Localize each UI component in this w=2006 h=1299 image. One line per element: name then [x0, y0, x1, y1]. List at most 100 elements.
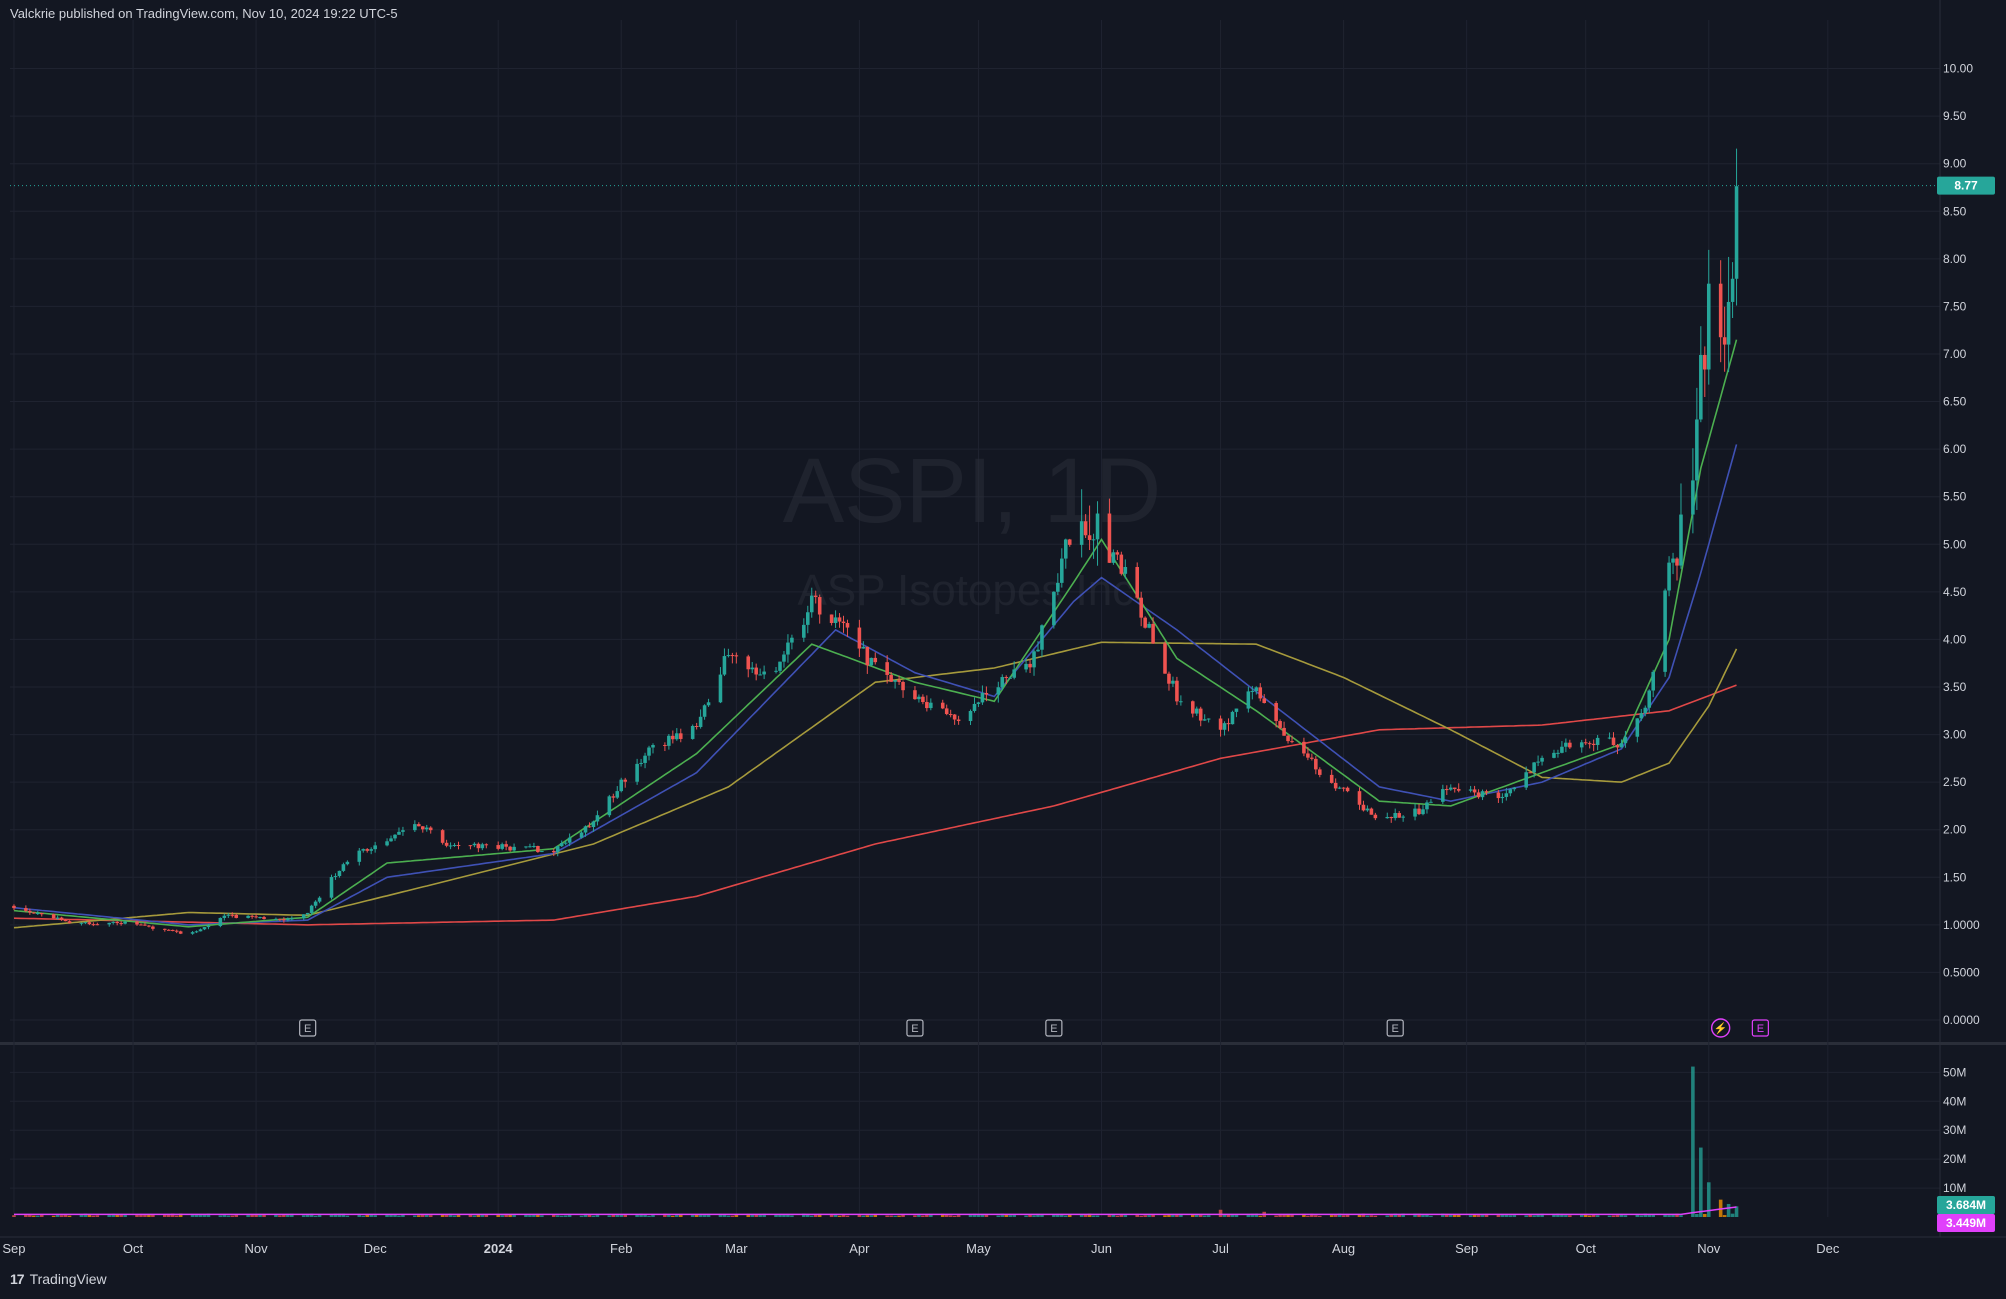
volume-bar: [178, 1213, 183, 1217]
volume-bar: [1202, 1215, 1207, 1217]
volume-bar: [59, 1215, 64, 1217]
volume-bar: [1171, 1214, 1175, 1217]
candle-body: [528, 846, 532, 848]
candle-body: [119, 923, 123, 925]
candle-body: [678, 733, 683, 739]
time-tick-label: Nov: [245, 1241, 269, 1256]
time-tick-label: Oct: [1576, 1241, 1597, 1256]
volume-bar: [24, 1214, 28, 1217]
candle-body: [1651, 671, 1655, 691]
volume-bar: [1052, 1214, 1056, 1217]
volume-bar: [671, 1215, 675, 1217]
volume-bar: [1734, 1206, 1739, 1217]
volume-bar: [1175, 1214, 1179, 1217]
volume-bar: [1167, 1214, 1171, 1217]
volume-tick-label: 20M: [1943, 1152, 1966, 1166]
candle-body: [345, 861, 350, 865]
candle-body: [468, 845, 473, 847]
time-tick-label: Jul: [1212, 1241, 1229, 1256]
volume-bar: [440, 1214, 445, 1217]
candle-body: [1318, 769, 1322, 775]
volume-bar: [67, 1215, 72, 1217]
volume-bar: [980, 1214, 985, 1217]
candle-body: [925, 702, 929, 709]
candle-body: [123, 921, 127, 924]
candle-body: [1552, 752, 1556, 758]
candle-body: [250, 915, 254, 917]
candle-body: [885, 662, 889, 675]
brand-name: TradingView: [29, 1271, 107, 1287]
candle-body: [55, 917, 60, 919]
volume-bar: [1004, 1214, 1009, 1217]
candle-body: [833, 617, 838, 624]
volume-bar: [865, 1215, 870, 1217]
volume-bar: [1560, 1213, 1564, 1217]
earnings-marker-label: E: [1050, 1023, 1057, 1035]
volume-tick-label: 30M: [1943, 1123, 1966, 1137]
candle-body: [1230, 711, 1235, 725]
volume-bar: [1107, 1215, 1112, 1217]
volume-tick-label: 50M: [1943, 1065, 1966, 1079]
time-tick-label: Dec: [1816, 1241, 1840, 1256]
candle-body: [921, 696, 925, 703]
volume-bar: [1036, 1213, 1040, 1217]
volume-bar: [345, 1215, 350, 1217]
candle-body: [496, 845, 500, 849]
volume-bar: [500, 1215, 504, 1217]
candle-body: [1171, 680, 1175, 684]
candle-body: [897, 680, 901, 682]
volume-bar: [1639, 1215, 1644, 1217]
candle-body: [420, 826, 425, 830]
price-tick-label: 6.00: [1943, 442, 1967, 456]
volume-bar: [83, 1213, 88, 1217]
candle-body: [1540, 757, 1544, 762]
grid: [0, 20, 2006, 1217]
earnings-marker-icon: [906, 1019, 924, 1037]
volume-bar: [1691, 1066, 1695, 1217]
volume-bar: [1623, 1215, 1628, 1217]
candle-body: [278, 918, 282, 920]
earnings-marker-label: E: [911, 1023, 918, 1035]
volume-bar: [1556, 1213, 1560, 1217]
volume-bar: [151, 1214, 155, 1217]
publish-info: Valckrie published on TradingView.com, N…: [10, 6, 398, 21]
price-tick-label: 2.50: [1943, 775, 1967, 789]
candle-body: [845, 623, 850, 628]
volume-bar: [305, 1214, 310, 1217]
candle-body: [595, 815, 600, 822]
candle-body: [1417, 808, 1421, 815]
volume-bar: [1583, 1213, 1588, 1217]
volume-bar: [1230, 1214, 1235, 1217]
volume-bar: [1528, 1214, 1532, 1217]
candle-body: [329, 877, 334, 898]
candle-body: [698, 716, 703, 727]
candle-body: [1472, 789, 1477, 793]
volume-bar: [1365, 1215, 1370, 1217]
candle-body: [1163, 643, 1167, 674]
volume-bar: [1635, 1214, 1640, 1217]
volume-bar: [1695, 1214, 1699, 1217]
volume-bar: [1357, 1214, 1362, 1217]
volume-bar: [1540, 1213, 1544, 1217]
candle-body: [976, 702, 981, 704]
volume-bar: [119, 1214, 123, 1217]
volume-bar: [790, 1215, 794, 1217]
tradingview-logo[interactable]: 17 TradingView: [10, 1271, 107, 1287]
candle-body: [1286, 735, 1290, 742]
candle-body: [1639, 713, 1644, 719]
price-tick-label: 7.50: [1943, 299, 1967, 313]
volume-bar: [968, 1214, 973, 1217]
candle-body: [1079, 521, 1084, 545]
volume-bar: [1619, 1214, 1624, 1217]
volume-bar: [365, 1214, 370, 1217]
candle-body: [651, 745, 655, 748]
candle-body: [385, 841, 389, 846]
candle-body: [813, 595, 818, 598]
candle-body: [913, 690, 917, 700]
volume-bar: [635, 1214, 639, 1217]
volume-bar: [1040, 1214, 1044, 1217]
volume-bar: [524, 1215, 528, 1217]
price-tick-label: 4.00: [1943, 632, 1967, 646]
sma-200-line: [13, 684, 1737, 926]
